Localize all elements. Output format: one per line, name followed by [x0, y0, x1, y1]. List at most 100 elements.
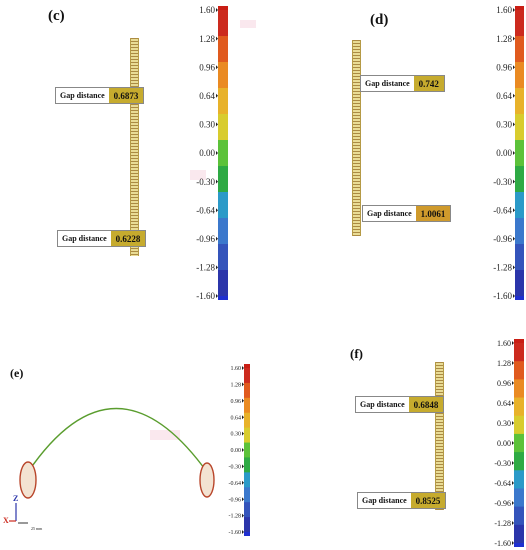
colorbar-tick-mark	[216, 93, 218, 98]
colorbar-segment	[218, 62, 228, 89]
colorbar-tick-mark	[512, 401, 514, 405]
colorbar-segment	[244, 457, 250, 473]
gap-label-text: Gap distance	[360, 400, 405, 409]
panel-label-f: (f)	[350, 346, 363, 361]
colorbar-tick-mark	[216, 36, 218, 41]
colorbar-tick-label: 1.28	[231, 383, 242, 389]
axis-x-label: X	[3, 516, 9, 525]
colorbar-tick-label: -1.60	[229, 530, 242, 536]
colorbar-tick-mark	[242, 415, 244, 420]
colorbar-segment	[244, 427, 250, 444]
colorbar-segment	[515, 62, 524, 89]
colorbar-segment	[218, 88, 228, 115]
colorbar-tick-mark	[512, 381, 514, 385]
colorbar-tick-label: 0.00	[497, 439, 511, 448]
colorbar-segment	[218, 244, 228, 271]
ghost-artifact	[150, 430, 180, 440]
colorbar-tick-label: 0.30	[199, 120, 215, 130]
colorbar-tick-label: 0.64	[231, 415, 242, 421]
colorbar-tick-label: -0.30	[493, 177, 512, 187]
colorbar-tick-label: 1.60	[199, 5, 215, 15]
gap-label-text: Gap distance	[365, 79, 410, 88]
colorbar-tick-label: 0.96	[497, 379, 511, 388]
colorbar-segment	[244, 502, 250, 518]
colorbar-c: 1.60 1.28 0.96 0.64 0.30 0.00 -0.30 -0.64 -0.96 -…	[196, 5, 228, 301]
colorbar-tick-mark	[513, 236, 515, 241]
colorbar-tick-label: -1.28	[493, 263, 512, 273]
ghost-artifact	[190, 170, 206, 180]
colorbar-tick-mark	[216, 236, 218, 241]
colorbar-segment	[218, 270, 228, 297]
colorbar-tick-label: -0.30	[196, 177, 215, 187]
colorbar-segment	[244, 517, 250, 533]
colorbar-segment	[514, 415, 524, 435]
colorbar-segment	[515, 36, 524, 63]
colorbar-segment	[514, 452, 524, 471]
gap-label-text: Gap distance	[60, 91, 105, 100]
colorbar-tick-label: -0.30	[494, 459, 511, 468]
colorbar-segment	[218, 36, 228, 63]
colorbar-segment	[515, 270, 524, 297]
colorbar-tick-label: -0.64	[229, 481, 242, 487]
colorbar-tick-label: 0.30	[496, 120, 512, 130]
colorbar-segment	[218, 10, 228, 37]
colorbar-segment	[244, 397, 250, 414]
colorbar-tick-label: -0.96	[493, 234, 512, 244]
colorbar-segment	[514, 397, 524, 417]
colorbar-tick-mark	[242, 513, 244, 518]
ghost-artifact	[240, 20, 256, 28]
colorbar-tick-mark	[242, 464, 244, 469]
colorbar-segment	[244, 442, 250, 458]
ear-cup-left	[19, 461, 37, 499]
panel-label-e: (e)	[10, 366, 24, 380]
colorbar-f: 1.60 1.28 0.96 0.64 0.30 0.00 -0.30 -0.64 -0.96 -…	[494, 339, 524, 548]
colorbar-tick-label: 0.96	[231, 399, 242, 405]
colorbar-tick-mark	[242, 530, 244, 534]
colorbar-tick-mark	[513, 179, 515, 184]
colorbar-segment	[515, 192, 524, 219]
colorbar-tick-label: -0.64	[493, 205, 512, 215]
colorbar-tick-mark	[216, 208, 218, 213]
colorbar-tick-label: 1.60	[231, 366, 242, 372]
colorbar-tick-mark	[216, 151, 218, 155]
colorbar-tick-label: 0.30	[231, 432, 242, 438]
colorbar-tick-label: 1.60	[496, 5, 512, 15]
gap-label-text: Gap distance	[367, 209, 412, 218]
colorbar-tick-label: 0.00	[496, 148, 512, 158]
colorbar-tick-mark	[513, 65, 515, 70]
gap-value-c-top: 0.6873	[108, 88, 144, 103]
colorbar-segment	[244, 412, 250, 429]
axis-z-label: Z	[13, 494, 19, 503]
colorbar-tick-label: 1.28	[496, 34, 512, 44]
colorbar-tick-label: 1.28	[497, 359, 511, 368]
colorbar-tick-label: -0.96	[229, 497, 242, 503]
colorbar-tick-label: -1.28	[229, 514, 242, 520]
colorbar-segment	[515, 166, 524, 193]
gap-label-c-bottom: Gap distance 0.6228	[57, 230, 147, 247]
colorbar-tick-mark	[512, 461, 514, 465]
colorbar-segment	[515, 140, 524, 167]
colorbar-tick-mark	[512, 421, 514, 425]
headset-model-e	[9, 408, 215, 524]
colorbar-tick-mark	[512, 441, 514, 445]
colorbar-segment	[515, 244, 524, 271]
colorbar-segment	[514, 361, 524, 380]
gap-label-f-bottom: Gap distance 0.8525	[357, 492, 447, 509]
colorbar-segment	[218, 192, 228, 219]
colorbar-tick-label: -0.30	[229, 465, 242, 471]
gap-label-c-top: Gap distance 0.6873	[55, 87, 145, 104]
colorbar-segment	[514, 433, 524, 453]
gap-value-f-bottom: 0.8525	[410, 493, 446, 508]
colorbar-tick-mark	[513, 265, 515, 270]
ruler-c	[130, 38, 139, 256]
colorbar-tick-label: -0.96	[196, 234, 215, 244]
colorbar-tick-mark	[242, 398, 244, 403]
colorbar-tick-label: 0.64	[496, 91, 512, 101]
colorbar-segment	[514, 506, 524, 526]
colorbar-segment	[515, 114, 524, 141]
colorbar-tick-label: 0.00	[199, 148, 215, 158]
colorbar-tick-mark	[242, 480, 244, 485]
colorbar-segment	[244, 368, 250, 384]
colorbar-tick-mark	[242, 382, 244, 387]
colorbar-tick-label: -1.60	[493, 291, 512, 301]
